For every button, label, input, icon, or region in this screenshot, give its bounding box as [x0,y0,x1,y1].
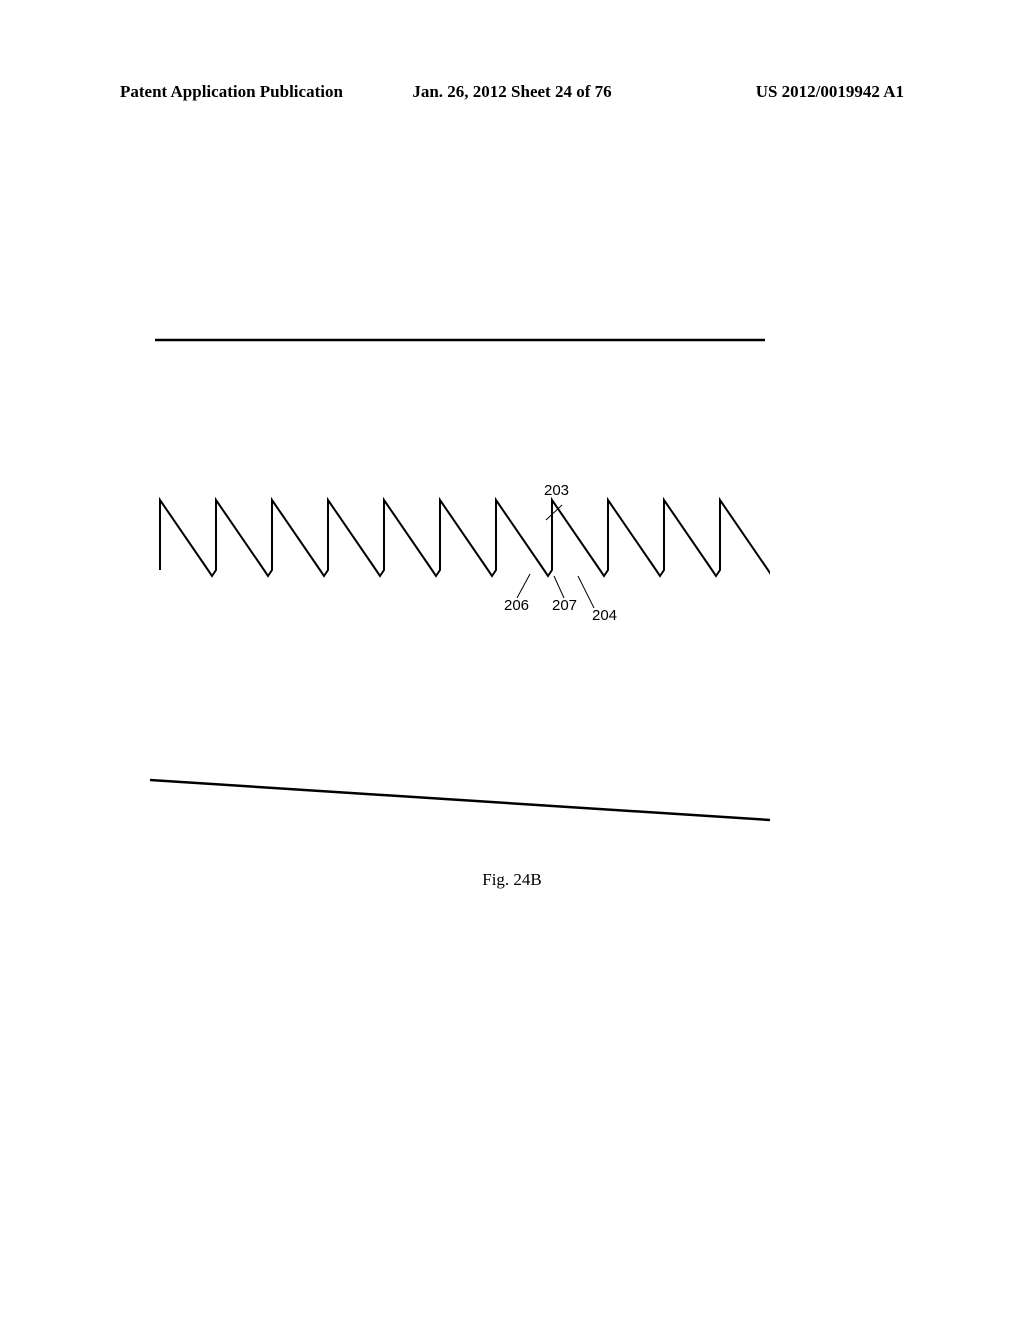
patent-figure-svg: 203 206 207 204 [150,330,770,840]
header-date-sheet: Jan. 26, 2012 Sheet 24 of 76 [381,82,642,102]
svg-text:203: 203 [544,482,569,499]
svg-text:204: 204 [592,607,617,624]
figure-24b: 203 206 207 204 [150,330,770,840]
page-header: Patent Application Publication Jan. 26, … [0,82,1024,102]
figure-caption: Fig. 24B [0,870,1024,890]
header-application-number: US 2012/0019942 A1 [643,82,904,102]
header-publication: Patent Application Publication [120,82,381,102]
svg-text:207: 207 [552,597,577,614]
svg-text:206: 206 [504,597,529,614]
